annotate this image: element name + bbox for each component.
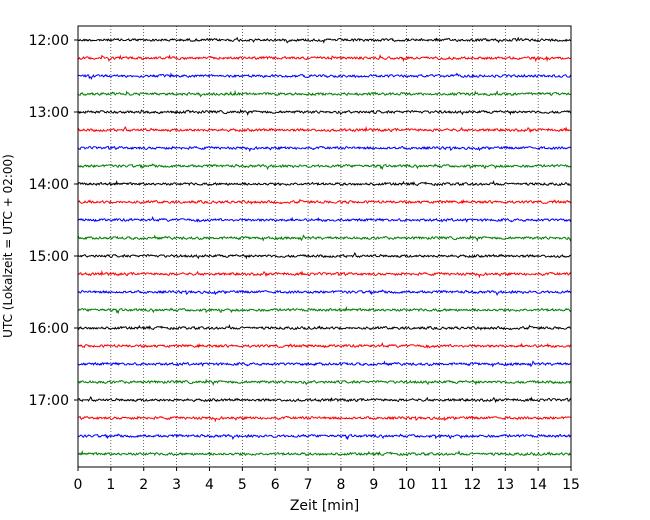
x-tick-label: 2 <box>139 477 148 493</box>
x-tick-label: 3 <box>172 477 181 493</box>
y-tick-label: 14:00 <box>29 177 69 193</box>
trace-line <box>77 54 572 63</box>
trace-line <box>77 36 572 44</box>
trace-line <box>77 324 572 331</box>
trace-line <box>77 108 572 117</box>
trace-line <box>77 415 572 423</box>
trace-line <box>77 125 572 134</box>
x-tick-label: 13 <box>496 477 514 493</box>
y-tick-label: 13:00 <box>29 105 69 121</box>
trace-line <box>77 72 572 80</box>
trace-line <box>77 342 572 349</box>
trace-line <box>77 395 572 404</box>
x-axis-label: Zeit [min] <box>290 498 359 514</box>
trace-line <box>77 433 572 441</box>
plot-frame <box>77 25 572 468</box>
x-tick-label: 12 <box>463 477 481 493</box>
y-tick-label: 17:00 <box>29 393 69 409</box>
trace-line <box>77 305 572 315</box>
x-tick-label: 4 <box>205 477 214 493</box>
x-tick-label: 10 <box>398 477 416 493</box>
y-tick-label: 16:00 <box>29 321 69 337</box>
seismic-traces <box>77 36 572 457</box>
trace-line <box>77 216 572 223</box>
trace-line <box>77 234 572 243</box>
trace-line <box>77 145 572 153</box>
x-tick-label: 15 <box>562 477 580 493</box>
trace-line <box>77 198 572 205</box>
trace-line <box>77 449 572 457</box>
x-tick-label: 0 <box>74 477 83 493</box>
y-tick-label: 15:00 <box>29 249 69 265</box>
x-tick-label: 9 <box>369 477 378 493</box>
x-axis-ticks: 0 1 2 3 4 5 6 7 8 9 10 11 12 13 14 15 <box>74 467 580 493</box>
x-tick-label: 14 <box>529 477 547 493</box>
y-tick-label: 12:00 <box>29 33 69 49</box>
y-axis-ticks: 12:00 13:00 14:00 15:00 16:00 17:00 <box>29 33 78 409</box>
trace-line <box>77 269 572 279</box>
trace-line <box>77 163 572 171</box>
trace-line <box>77 378 572 387</box>
plot-background <box>78 26 571 467</box>
trace-line <box>77 89 572 98</box>
x-tick-label: 1 <box>106 477 115 493</box>
x-tick-label: 6 <box>271 477 280 493</box>
x-tick-label: 5 <box>238 477 247 493</box>
y-axis-label: UTC (Lokalzeit = UTC + 02:00) <box>1 154 15 338</box>
x-tick-label: 7 <box>304 477 313 493</box>
trace-line <box>77 251 572 260</box>
x-tick-label: 11 <box>431 477 449 493</box>
x-tick-label: 8 <box>336 477 345 493</box>
trace-line <box>77 179 572 187</box>
trace-line <box>77 360 572 368</box>
trace-line <box>77 289 572 297</box>
